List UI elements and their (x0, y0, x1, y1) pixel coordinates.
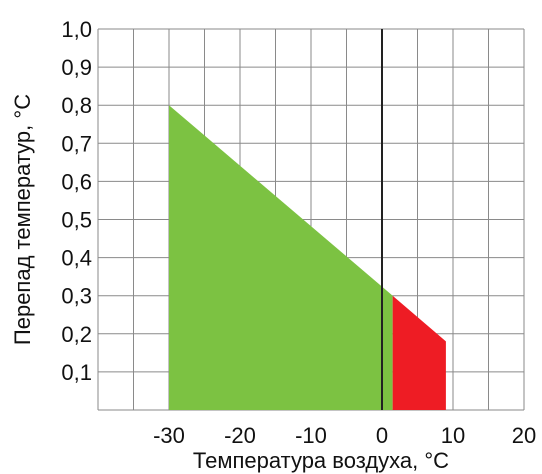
y-axis-title: Перепад температур, °С (10, 94, 35, 345)
y-tick-label: 0,1 (61, 360, 92, 385)
y-tick-label: 1,0 (61, 17, 92, 42)
y-tick-label: 0,3 (61, 284, 92, 309)
y-tick-label: 0,4 (61, 246, 92, 271)
y-tick-label: 0,6 (61, 169, 92, 194)
x-axis-title-unit: °С (424, 448, 449, 473)
x-tick-label: -10 (295, 423, 327, 448)
red-area (392, 295, 446, 410)
y-tick-label: 0,8 (61, 93, 92, 118)
y-tick-label: 0,5 (61, 208, 92, 233)
tick-labels: -30 -20 -10 0 10 20 0,1 0,2 0,3 0,4 0,5 0,6 0,7 0,8 0,… (61, 17, 536, 448)
y-axis-title-unit: °С (10, 94, 35, 119)
x-tick-label: 20 (512, 423, 536, 448)
x-axis-title-text: Температура воздуха, (193, 448, 418, 473)
green-area (169, 105, 393, 410)
y-tick-label: 0,9 (61, 55, 92, 80)
y-axis-title-text: Перепад температур, (10, 125, 35, 345)
axis-titles: Температура воздуха, °С Перепад температ… (10, 94, 449, 473)
x-axis-title: Температура воздуха, °С (193, 448, 449, 473)
x-tick-label: -30 (153, 423, 185, 448)
x-tick-label: 0 (376, 423, 388, 448)
y-tick-label: 0,2 (61, 322, 92, 347)
x-tick-label: 10 (441, 423, 465, 448)
data-areas (169, 105, 446, 410)
x-tick-label: -20 (224, 423, 256, 448)
y-tick-label: 0,7 (61, 131, 92, 156)
